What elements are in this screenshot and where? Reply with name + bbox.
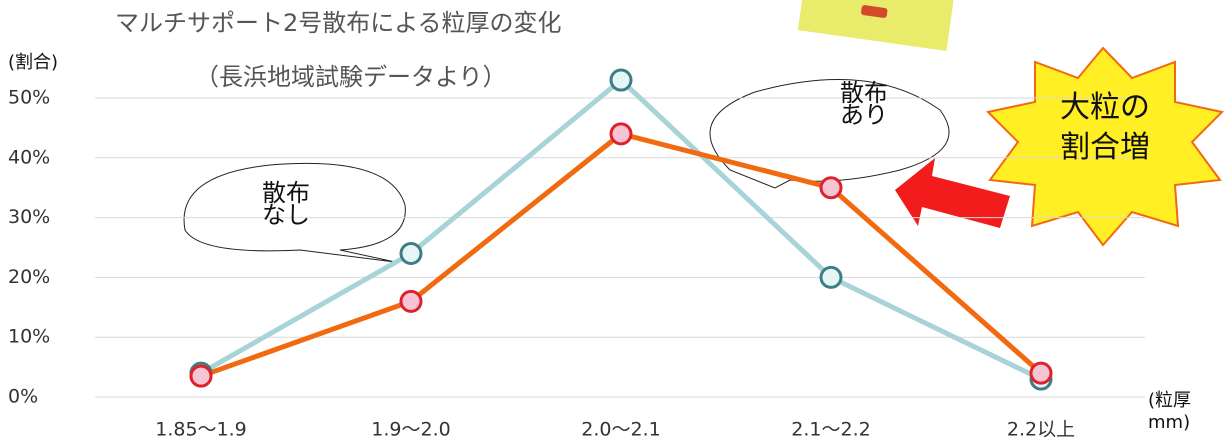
x-tick-label: 2.1〜2.2 <box>791 419 870 441</box>
annotation: 大粒の割合増 <box>1050 88 1160 168</box>
chart-title: マルチサポート2号散布による粒厚の変化 <box>115 9 562 37</box>
data-point <box>401 243 421 263</box>
y-axis-label: (割合) <box>8 52 58 73</box>
data-point <box>1031 363 1051 383</box>
x-axis-label: (粒厚mm) <box>1148 390 1210 434</box>
page: マルチサポート2号散布による粒厚の変化 （長浜地域試験データより） (割合) 0… <box>0 0 1226 443</box>
x-tick-label: 1.9〜2.0 <box>371 419 450 441</box>
x-tick-label: 1.85〜1.9 <box>155 419 247 441</box>
y-tick-label: 20% <box>8 266 50 288</box>
data-point <box>191 366 211 386</box>
bubble-shape <box>710 80 949 188</box>
chart: マルチサポート2号散布による粒厚の変化 （長浜地域試験データより） (割合) 0… <box>0 0 1226 443</box>
series-label: 散布なし <box>258 182 314 226</box>
data-point <box>821 178 841 198</box>
y-tick-label: 0% <box>8 386 38 408</box>
y-tick-label: 40% <box>8 146 50 168</box>
y-tick-label: 10% <box>8 326 50 348</box>
y-tick-label: 50% <box>8 87 50 109</box>
y-tick-label: 30% <box>8 206 50 228</box>
product-photo <box>798 0 956 51</box>
x-tick-label: 2.0〜2.1 <box>581 419 660 441</box>
series-label: 散布あり <box>836 82 892 126</box>
data-point <box>821 267 841 287</box>
x-tick-label: 2.2以上 <box>1007 419 1075 441</box>
data-point <box>611 70 631 90</box>
data-point <box>401 291 421 311</box>
chart-subtitle: （長浜地域試験データより） <box>195 63 507 91</box>
data-point <box>611 124 631 144</box>
